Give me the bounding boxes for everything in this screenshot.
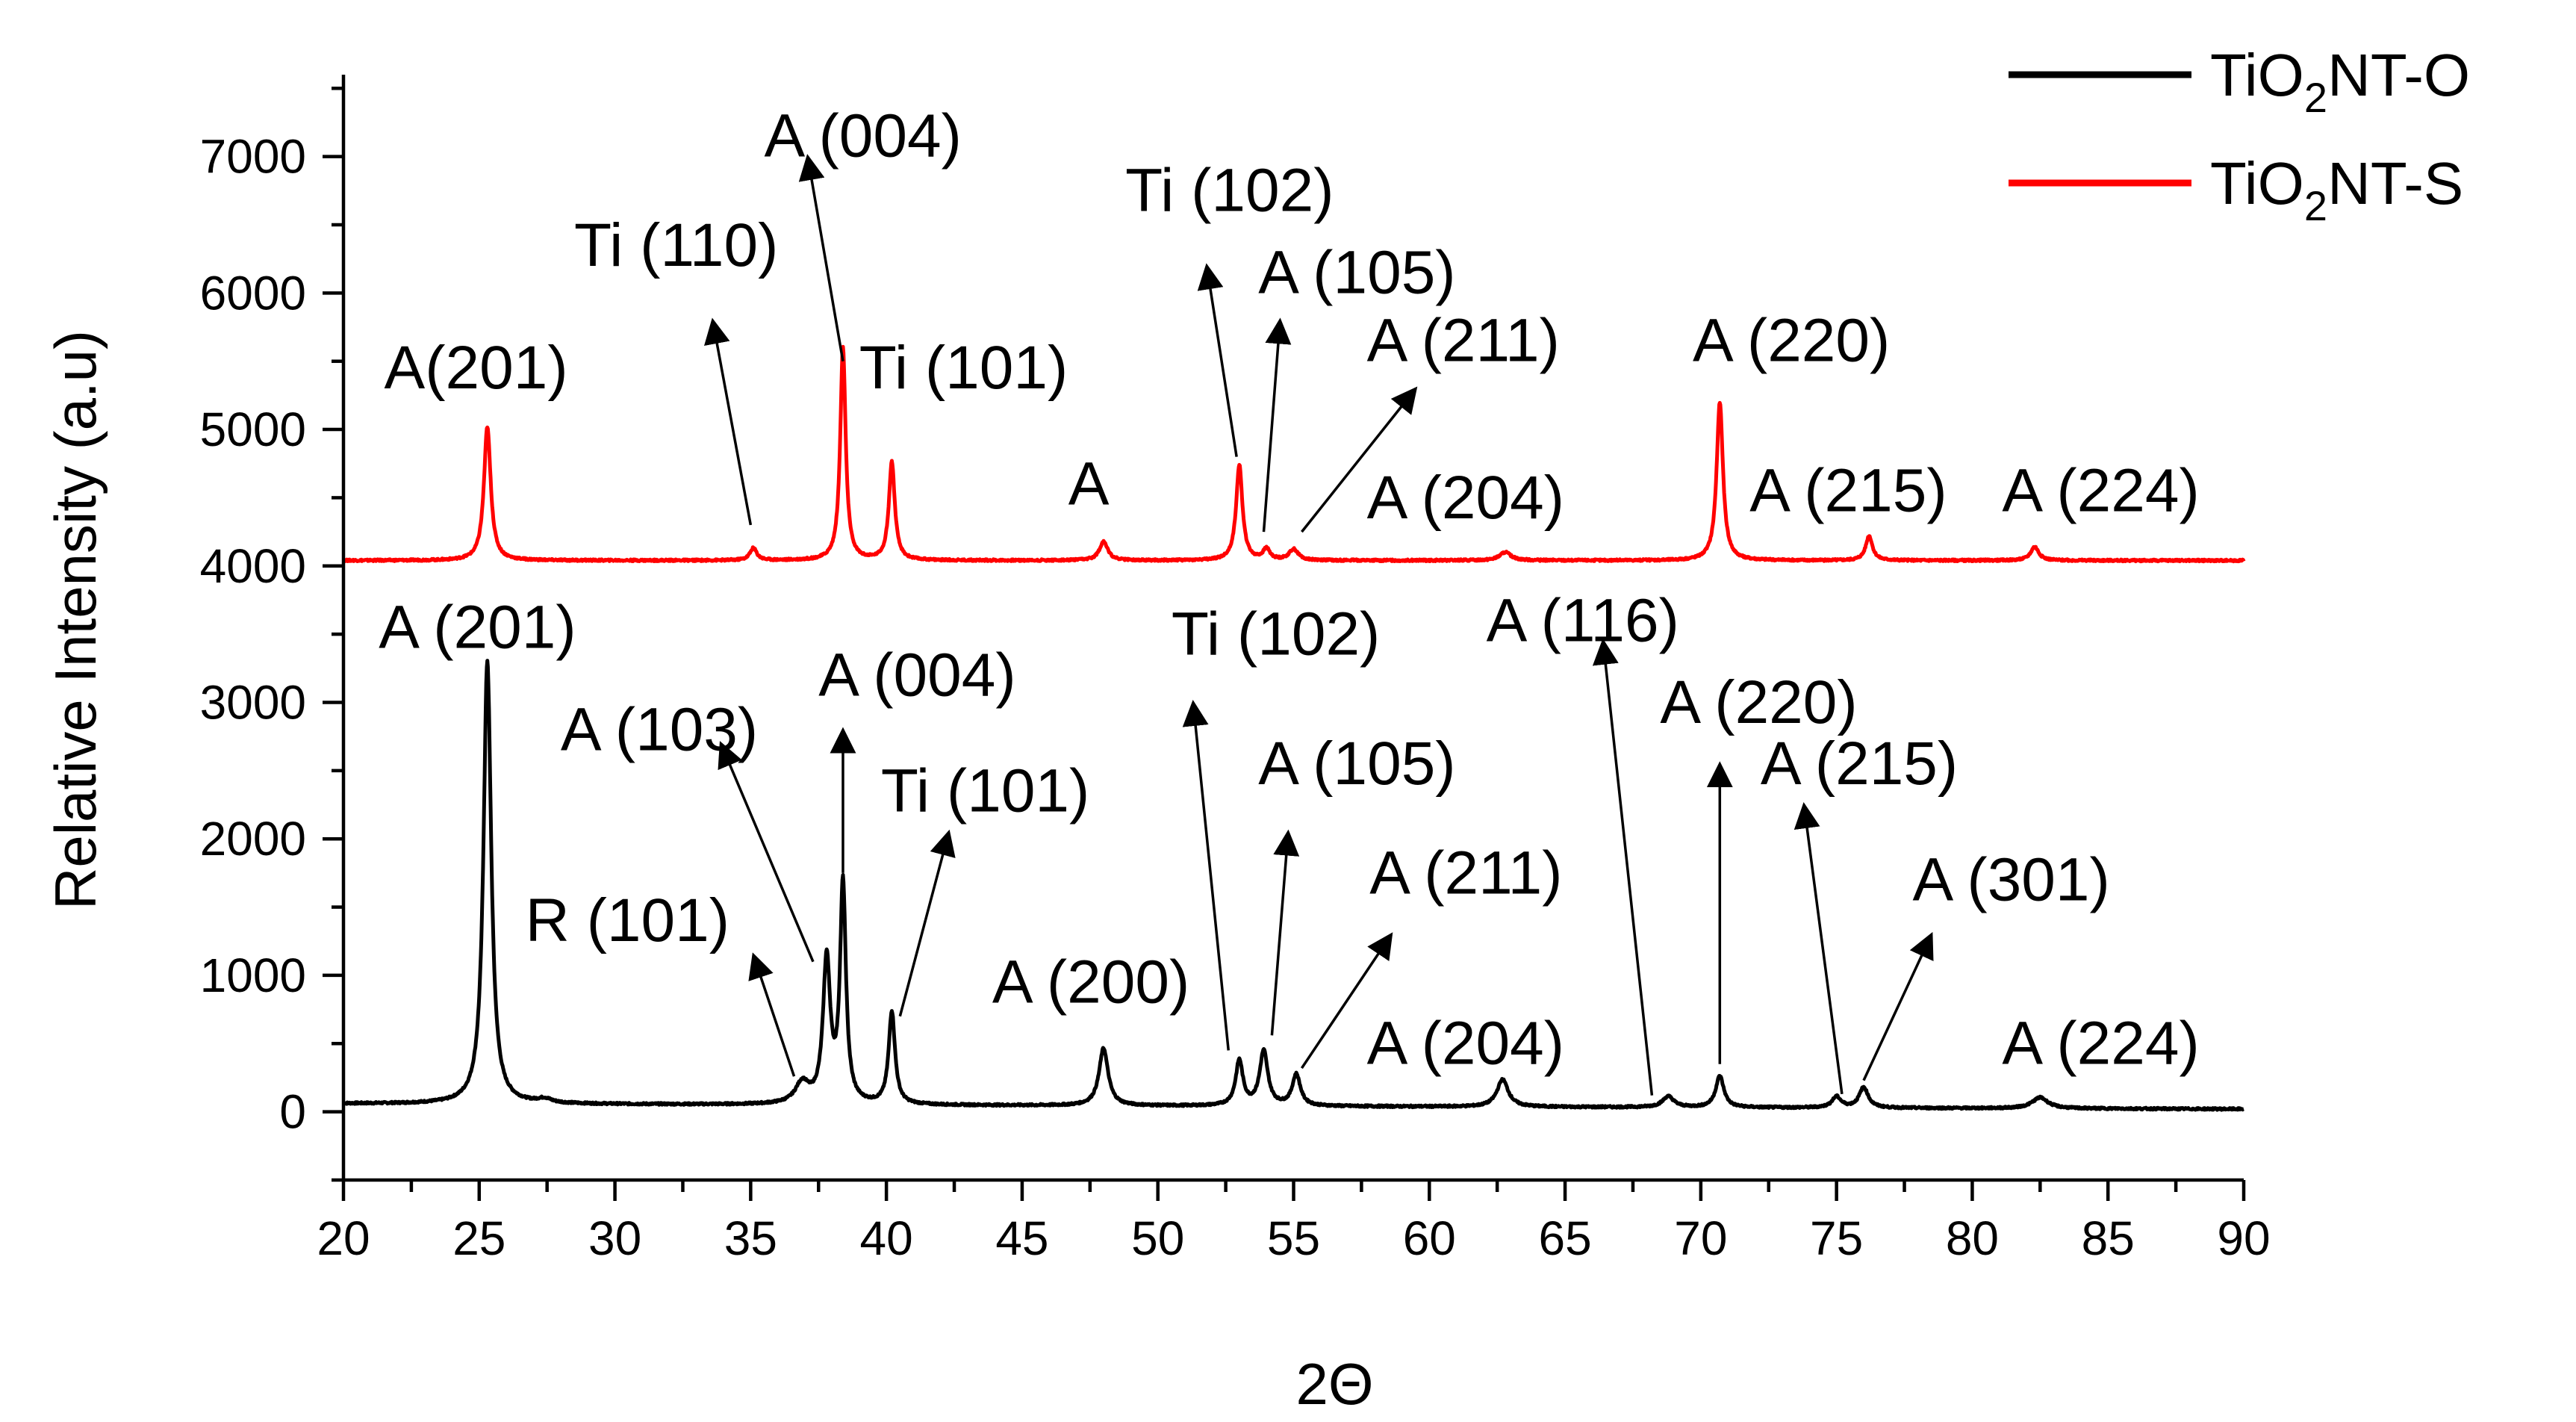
peak-label: Ti (110) xyxy=(574,211,778,279)
peak-arrow xyxy=(753,955,794,1077)
peak-label: A (211) xyxy=(1369,839,1562,907)
peak-arrow xyxy=(1272,832,1288,1035)
peak-label: A (301) xyxy=(1912,845,2109,913)
legend-label: TiO2NT-O xyxy=(2210,42,2470,121)
peak-label: A (116) xyxy=(1487,586,1679,654)
peak-label: A (224) xyxy=(2002,1010,2199,1078)
peak-label: A (224) xyxy=(2002,457,2199,525)
peak-label: A (105) xyxy=(1258,730,1455,798)
xrd-chart: A(201)Ti (110)A (004)Ti (101)ATi (102)A … xyxy=(0,0,2576,1422)
peak-label: A (204) xyxy=(1367,464,1564,532)
legend-label: TiO2NT-S xyxy=(2210,150,2463,229)
peak-arrow xyxy=(712,320,750,525)
peak-label: A (201) xyxy=(379,593,576,661)
x-tick-label: 55 xyxy=(1267,1211,1320,1265)
peak-arrow xyxy=(1264,320,1281,532)
annotation-layer: A(201)Ti (110)A (004)Ti (101)ATi (102)A … xyxy=(379,102,2200,1096)
x-tick-label: 50 xyxy=(1131,1211,1184,1265)
peak-arrow xyxy=(900,832,948,1016)
peak-label: A (105) xyxy=(1258,238,1455,306)
peak-label: A (004) xyxy=(818,641,1015,709)
peak-label: A (211) xyxy=(1367,307,1560,375)
y-tick-label: 2000 xyxy=(200,812,306,866)
y-tick-label: 6000 xyxy=(200,266,306,320)
y-tick-label: 3000 xyxy=(200,675,306,729)
peak-arrow xyxy=(721,743,813,961)
peak-label: A (220) xyxy=(1660,668,1857,736)
peak-label: A (004) xyxy=(765,102,962,170)
peak-arrow xyxy=(1207,266,1236,457)
y-tick-label: 0 xyxy=(279,1085,306,1139)
peak-arrow xyxy=(1804,805,1842,1094)
peak-label: Ti (102) xyxy=(1172,600,1380,668)
x-axis-title: 2Θ xyxy=(1295,1351,1373,1417)
x-tick-label: 45 xyxy=(995,1211,1048,1265)
x-tick-label: 80 xyxy=(1946,1211,1999,1265)
x-tick-label: 35 xyxy=(724,1211,777,1265)
x-tick-label: 40 xyxy=(860,1211,913,1265)
peak-arrow xyxy=(1193,702,1228,1050)
peak-label: A xyxy=(1068,450,1110,518)
peak-label: Ti (102) xyxy=(1125,157,1334,225)
peak-label: Ti (101) xyxy=(859,334,1068,402)
peak-label: Ti (101) xyxy=(881,757,1089,825)
x-tick-label: 25 xyxy=(452,1211,505,1265)
series-line-nt-s xyxy=(343,347,2244,561)
x-tick-label: 75 xyxy=(1810,1211,1863,1265)
peak-arrow xyxy=(808,157,843,361)
peak-label: A (204) xyxy=(1367,1010,1564,1078)
peak-label: A (220) xyxy=(1693,307,1890,375)
peak-label: A(201) xyxy=(385,334,568,402)
x-tick-label: 20 xyxy=(317,1211,370,1265)
x-tick-label: 70 xyxy=(1674,1211,1727,1265)
y-tick-label: 7000 xyxy=(200,130,306,184)
peak-arrow xyxy=(1603,641,1652,1095)
x-tick-label: 30 xyxy=(588,1211,641,1265)
x-tick-label: 85 xyxy=(2082,1211,2135,1265)
peak-arrow xyxy=(1864,934,1932,1081)
y-axis-title: Relative Intensity (a.u) xyxy=(43,330,108,910)
x-tick-label: 90 xyxy=(2217,1211,2270,1265)
peak-label: A (215) xyxy=(1749,457,1947,525)
y-tick-label: 4000 xyxy=(200,539,306,593)
x-tick-label: 65 xyxy=(1538,1211,1591,1265)
peak-label: A (215) xyxy=(1761,730,1958,798)
legend: TiO2NT-O TiO2NT-S xyxy=(2009,42,2470,229)
y-tick-label: 1000 xyxy=(200,948,306,1002)
x-tick-label: 60 xyxy=(1403,1211,1456,1265)
y-tick-label: 5000 xyxy=(200,403,306,456)
peak-label: A (103) xyxy=(561,695,758,763)
peak-label: A (200) xyxy=(992,948,1189,1016)
peak-label: R (101) xyxy=(526,887,729,954)
